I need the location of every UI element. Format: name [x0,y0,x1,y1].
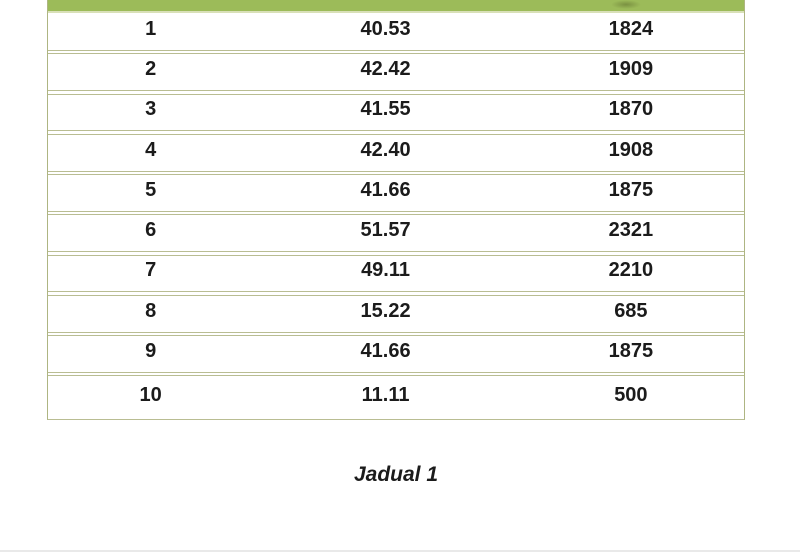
table-cell: 51.57 [360,219,411,242]
table-row: 9 41.66 1875 [48,335,744,373]
table-row: 6 51.57 2321 [48,214,744,253]
table-cell: 15.22 [360,299,411,322]
table-cell: 2 [145,58,157,81]
table-cell: 49.11 [361,259,411,282]
data-table: 1 40.53 1824 2 42.42 1909 3 41.55 1870 4 42.40 1908… [47,0,745,420]
table-cell: 2210 [608,259,654,282]
table-caption: Jadual 1 [353,463,439,486]
table-cell: 9 [145,340,157,362]
table-cell: 4 [145,138,157,161]
table-cell: 1908 [608,138,654,161]
table-cell: 42.42 [360,58,411,81]
table-cell: 1824 [608,17,654,40]
table-row: 10 11.11 500 [48,375,744,419]
table-header-band [48,0,744,13]
table-body: 1 40.53 1824 2 42.42 1909 3 41.55 1870 4 42.40 1908… [48,13,744,419]
table-cell: 41.66 [360,340,411,362]
table-row: 1 40.53 1824 [48,14,744,51]
table-cell: 42.40 [360,138,411,161]
table-cell: 41.55 [360,98,411,121]
table-cell: 41.66 [360,178,411,201]
table-cell: 1875 [608,178,654,201]
table-row: 8 15.22 685 [48,294,744,333]
table-cell: 10 [139,383,162,406]
table-cell: 1 [145,17,157,40]
table-row: 5 41.66 1875 [48,174,744,212]
table-cell: 1870 [608,98,654,121]
table-row: 4 42.40 1908 [48,133,744,172]
table-cell: 8 [145,299,157,322]
table-row: 2 42.42 1909 [48,53,744,92]
table-cell: 685 [614,299,648,322]
table-cell: 5 [145,178,157,201]
table-row: 3 41.55 1870 [48,93,744,132]
table-row: 7 49.11 2210 [48,254,744,293]
table-cell: 500 [614,383,648,406]
table-cell: 1909 [608,58,654,81]
page-bottom-edge [0,550,800,552]
table-cell: 7 [145,259,157,282]
table-cell: 40.53 [360,17,411,40]
table-cell: 11.11 [361,383,410,406]
table-cell: 2321 [608,219,654,242]
table-cell: 1875 [608,340,654,362]
table-cell: 6 [145,219,157,242]
table-cell: 3 [145,98,157,121]
header-text-remnant [611,0,641,9]
